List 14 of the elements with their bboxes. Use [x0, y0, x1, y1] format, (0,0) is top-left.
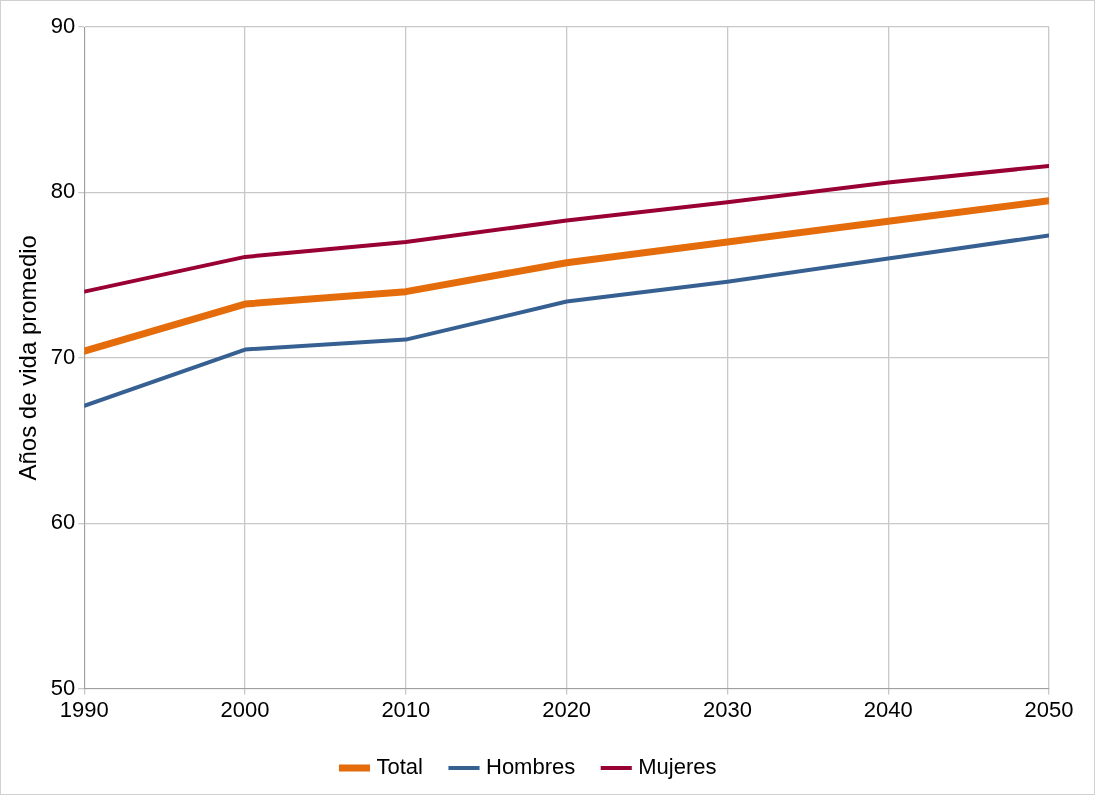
legend-label: Total	[376, 754, 423, 780]
y-tick-label: 70	[50, 343, 76, 369]
legend-label: Hombres	[485, 754, 576, 780]
x-tick-label: 2010	[381, 696, 431, 722]
y-tick-label: 80	[50, 178, 76, 204]
x-tick-label: 2030	[702, 696, 752, 722]
y-tick-label: 60	[50, 509, 76, 535]
legend-label: Mujeres	[638, 754, 717, 780]
x-tick-label: 2050	[1024, 696, 1074, 722]
x-tick-label: 2040	[863, 696, 913, 722]
x-tick-label: 2000	[220, 696, 270, 722]
x-tick-label: 2020	[542, 696, 592, 722]
y-axis-title: Años de vida promedio	[14, 235, 42, 481]
y-tick-label: 90	[50, 13, 76, 39]
